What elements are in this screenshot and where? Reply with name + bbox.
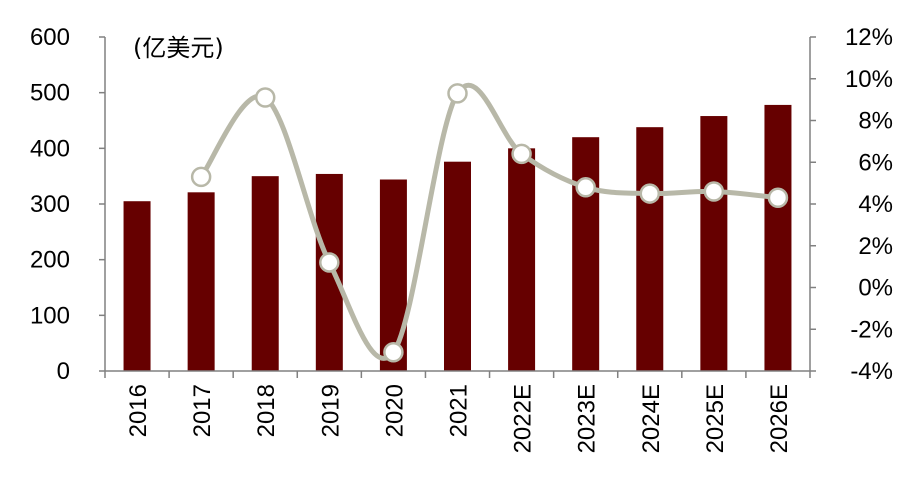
line-point (254, 87, 276, 108)
bar-series (123, 104, 792, 372)
category-label: 2017 (189, 384, 216, 437)
left-tick-label: 100 (30, 302, 70, 329)
bar (251, 176, 279, 371)
category-label: 2022E (510, 384, 537, 453)
line-point (767, 187, 789, 208)
bar (764, 104, 792, 371)
bar (123, 201, 151, 371)
bar (572, 137, 600, 371)
category-labels: 2016 2017 2018 2019 2020 2021 2022E 2023E 2024E 2… (125, 384, 793, 453)
left-tick-label: 300 (30, 191, 70, 218)
line-point (190, 166, 212, 188)
right-tick-label: 10% (845, 66, 893, 93)
right-tick-label: 12% (845, 24, 893, 51)
bar (379, 179, 407, 371)
left-tick-label: 500 (30, 80, 70, 107)
category-label: 2025E (702, 384, 729, 453)
line-point (319, 252, 340, 273)
left-tick-label: 400 (30, 135, 70, 162)
category-label: 2020 (381, 384, 408, 437)
category-label: 2023E (574, 384, 601, 453)
bar (508, 148, 536, 371)
line-point (447, 83, 468, 104)
right-tick-label: 8% (858, 108, 893, 135)
category-label: 2024E (638, 384, 665, 453)
category-label: 2016 (125, 384, 152, 437)
axes (99, 36, 816, 378)
category-label: 2019 (317, 384, 344, 437)
right-tick-label: -2% (850, 316, 893, 343)
line-point (383, 341, 404, 363)
left-axis-ticks: 0 100 200 300 400 500 600 (30, 24, 70, 385)
bar (187, 192, 215, 371)
left-tick-label: 600 (30, 24, 70, 51)
right-tick-label: 6% (858, 149, 893, 176)
category-label: 2018 (253, 384, 280, 437)
right-tick-label: 4% (858, 191, 893, 218)
growth-line-series (190, 82, 789, 363)
right-tick-label: -4% (850, 358, 893, 385)
left-tick-label: 0 (57, 358, 70, 385)
growth-line (198, 82, 781, 361)
category-label: 2026E (766, 384, 793, 453)
line-point (575, 177, 596, 198)
unit-label: (亿美元) (133, 34, 224, 62)
right-tick-label: 2% (858, 233, 893, 260)
right-tick-label: 0% (858, 275, 893, 302)
line-point (639, 183, 661, 204)
bar (444, 161, 471, 371)
left-tick-label: 200 (30, 247, 70, 274)
right-axis-ticks: -4% -2% 0% 2% 4% 6% 8% 10% 12% (845, 24, 893, 385)
bar (636, 127, 664, 372)
line-point (511, 143, 532, 165)
bar (700, 116, 728, 372)
line-point (703, 181, 725, 202)
category-label: 2021 (446, 384, 473, 437)
